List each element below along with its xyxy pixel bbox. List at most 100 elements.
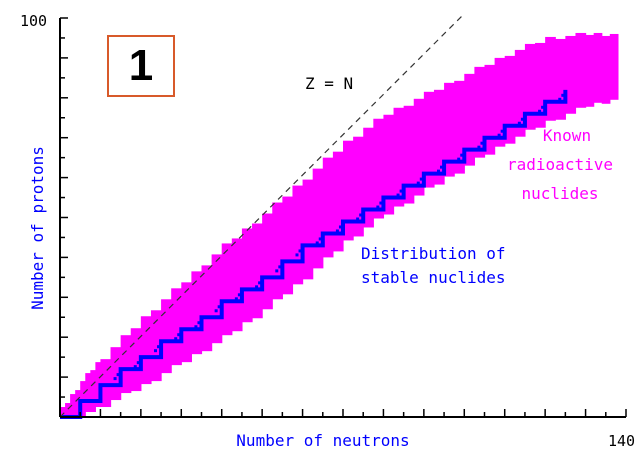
- stable-nuclide-point: [500, 129, 504, 133]
- radioactive-band-segment: [454, 80, 465, 174]
- radioactive-band-segment: [383, 114, 395, 215]
- tick-marks: [59, 17, 627, 418]
- stable-nuclide-point: [275, 269, 279, 273]
- radioactive-band-segment: [302, 179, 314, 280]
- radioactive-band-segment: [444, 82, 455, 177]
- stable-nuclide-point: [440, 165, 444, 169]
- stable-nuclide-point: [194, 325, 198, 329]
- radioactive-band-segment: [601, 35, 611, 104]
- x-axis-label: Number of neutrons: [236, 431, 409, 450]
- stable-nuclide-point: [315, 241, 319, 245]
- z-equals-n-line: [59, 15, 463, 418]
- radioactive-band-segment: [85, 373, 91, 413]
- radioactive-band-segment: [363, 127, 374, 228]
- stable-nuclide-point: [520, 117, 524, 121]
- y-axis-label: Number of protons: [28, 146, 47, 310]
- radioactive-band-segment: [110, 347, 122, 401]
- radioactive-band-segment: [161, 299, 172, 374]
- figure-number-text: 1: [128, 41, 154, 90]
- stable-nuclide-point: [214, 309, 218, 313]
- radioactive-band-segment: [474, 66, 486, 158]
- radioactive-band-segment: [140, 316, 152, 385]
- radioactive-band-segment: [181, 282, 192, 363]
- radioactive-band-segment: [373, 118, 385, 219]
- radioactive-band-segment: [403, 105, 415, 204]
- stable-nuclide-point: [497, 133, 501, 137]
- stable-nuclide-point: [561, 93, 565, 97]
- radioactive-band-segment: [272, 202, 283, 300]
- radioactive-band-segment: [494, 57, 506, 147]
- radioactive-band-segment: [464, 73, 475, 166]
- radioactive-band-segment: [70, 394, 76, 416]
- radioactive-band-segment: [514, 49, 526, 137]
- stable-annotation-line-1: Distribution of: [361, 244, 506, 263]
- stable-nuclide-point: [217, 305, 221, 309]
- stable-nuclide-point: [356, 217, 360, 221]
- radioactive-annotation-line-3: nuclides: [521, 184, 598, 203]
- radioactive-band-segment: [545, 36, 556, 121]
- stable-nuclide-point: [399, 189, 403, 193]
- radioactive-band-segment: [504, 55, 516, 144]
- radioactive-band-segment: [393, 107, 405, 207]
- radioactive-band-segment: [565, 35, 577, 114]
- radioactive-band-segment: [312, 168, 324, 269]
- stable-nuclide-point: [517, 121, 521, 125]
- stable-nuclide-point: [153, 349, 157, 353]
- stable-nuclides-layer: [60, 89, 568, 419]
- stable-nuclide-point: [177, 333, 181, 337]
- radioactive-band-segment: [241, 228, 253, 323]
- radioactive-band-segment: [95, 362, 102, 408]
- stable-nuclide-point: [558, 97, 562, 101]
- radioactive-band-segment: [322, 157, 334, 258]
- radioactive-band-segment: [252, 223, 263, 319]
- stable-nuclide-point: [318, 237, 322, 241]
- radioactive-band-segment: [535, 42, 546, 128]
- stable-nuclide-point: [136, 361, 140, 365]
- stable-nuclide-point: [278, 265, 282, 269]
- stable-nuclide-point: [116, 373, 120, 377]
- radioactive-band-segment: [75, 390, 81, 419]
- radioactive-band-segment: [423, 91, 435, 188]
- figure-number-badge: 1: [107, 35, 175, 97]
- radioactive-band-layer: [60, 32, 619, 419]
- radioactive-band-segment: [201, 265, 213, 352]
- radioactive-band-segment: [282, 196, 294, 295]
- stable-nuclide-point: [298, 249, 302, 253]
- stable-nuclide-point: [419, 177, 423, 181]
- radioactive-band-segment: [609, 33, 619, 100]
- radioactive-band-segment: [353, 136, 364, 237]
- radioactive-band-segment: [524, 43, 536, 130]
- radioactive-band-segment: [130, 328, 142, 392]
- radioactive-band-segment: [332, 151, 344, 252]
- stable-nuclide-point: [457, 157, 461, 161]
- stable-nuclide-point: [436, 169, 440, 173]
- radioactive-band-segment: [262, 213, 273, 310]
- radioactive-annotation-line-2: radioactive: [507, 155, 613, 174]
- radioactive-band-segment: [120, 335, 132, 394]
- stable-nuclide-point: [113, 377, 117, 381]
- stable-nuclide-point: [460, 153, 464, 157]
- stable-nuclide-point: [538, 109, 542, 113]
- radioactive-band-segment: [211, 254, 223, 344]
- stable-nuclide-point: [359, 213, 363, 217]
- radioactive-band-segment: [292, 185, 304, 285]
- stable-nuclide-point: [338, 225, 342, 229]
- stable-annotation-line-2: stable nuclides: [361, 268, 506, 287]
- stable-nuclide-point: [234, 297, 238, 301]
- stable-nuclide-point: [396, 193, 400, 197]
- radioactive-band-segment: [555, 38, 566, 120]
- stable-nuclide-point: [480, 141, 484, 145]
- stable-nuclide-point: [541, 105, 545, 109]
- y-max-tick-label: 100: [20, 12, 47, 30]
- radioactive-band-segment: [413, 98, 425, 196]
- stable-nuclide-point: [133, 365, 137, 369]
- radioactive-band-segment: [150, 310, 162, 382]
- stable-nuclides-line: [60, 89, 568, 419]
- radioactive-band-segment: [171, 288, 182, 366]
- stable-nuclide-point: [335, 229, 339, 233]
- stable-nuclide-point: [295, 253, 299, 257]
- radioactive-annotation-line-1: Known: [543, 126, 591, 145]
- radioactive-band-segment: [90, 370, 96, 413]
- stable-nuclide-point: [197, 321, 201, 325]
- stable-nuclide-point: [416, 181, 420, 185]
